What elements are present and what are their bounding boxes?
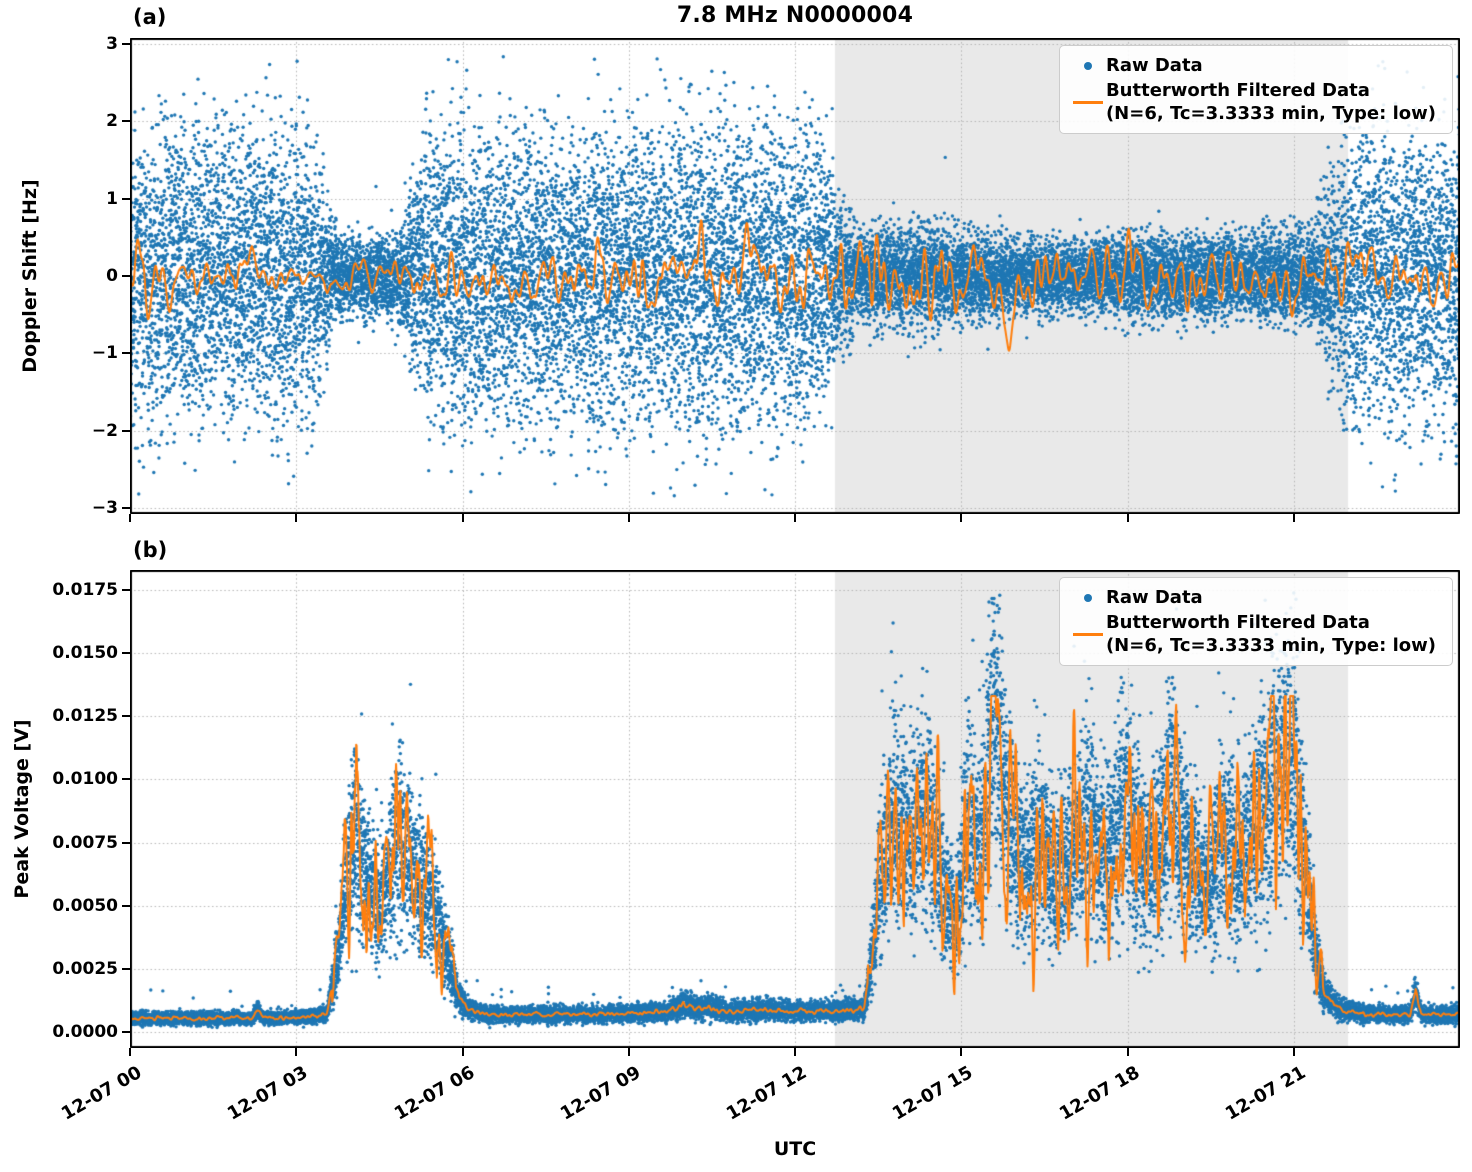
y-tick-mark [122,778,130,781]
y-tick-mark [122,1031,130,1034]
legend-marker-cell [1070,593,1106,602]
x-tick-label: 12-07 00 [58,1062,146,1125]
y-tick-label: 0.0100 [52,769,118,790]
x-tick-mark [129,514,131,522]
y-tick-label: 0.0050 [52,895,118,916]
x-tick-mark [960,514,963,522]
y-tick-label: 0.0075 [52,832,118,853]
x-tick-label: 12-07 06 [390,1062,478,1125]
legend-filtered-text: Butterworth Filtered Data (N=6, Tc=3.3333… [1106,79,1436,125]
y-tick-mark [122,904,130,907]
x-tick-mark [960,1048,963,1056]
legend-entry-raw: Raw Data [1070,54,1436,77]
x-tick-label: 12-07 12 [723,1062,811,1125]
x-tick-label: 12-07 21 [1221,1062,1310,1125]
y-tick-label: 0.0175 [52,579,118,600]
x-tick-mark [461,1048,464,1056]
legend-filtered-text: Butterworth Filtered Data (N=6, Tc=3.3333… [1106,611,1436,657]
x-tick-mark [295,1048,298,1056]
filtered-line-marker-icon [1072,100,1103,104]
y-tick-mark [122,120,130,123]
legend-raw-label: Raw Data [1105,587,1203,608]
y-tick-mark [122,715,130,718]
legend-filtered-sublabel: (N=6, Tc=3.3333 min, Type: low) [1105,635,1436,657]
legend-entry-filtered: Butterworth Filtered Data (N=6, Tc=3.3333… [1070,611,1436,657]
x-tick-mark [1292,514,1295,522]
x-tick-mark [627,514,630,522]
legend-filtered-sublabel: (N=6, Tc=3.3333 min, Type: low) [1105,103,1436,125]
x-tick-mark [1126,514,1129,522]
y-axis-label-a: Doppler Shift [Hz] [19,179,41,373]
plot-area-a: Raw Data Butterworth Filtered Data (N=6, … [130,38,1460,514]
x-tick-label: 12-07 15 [889,1062,977,1125]
legend-filtered-label: Butterworth Filtered Data [1105,80,1370,102]
y-tick-label: −2 [91,420,118,441]
panel-b-label: (b) [133,538,168,562]
raw-data-marker-icon [1083,593,1092,602]
y-tick-label: 1 [106,188,118,209]
figure-title: 7.8 MHz N0000004 [676,3,914,28]
y-tick-label: 0.0125 [52,706,118,727]
y-tick-label: 0 [106,266,118,286]
x-tick-mark [794,1048,796,1056]
x-tick-mark [129,1048,131,1056]
x-axis-label: UTC [773,1138,817,1160]
x-tick-mark [295,514,298,522]
y-tick-mark [122,352,130,355]
y-tick-label: 3 [106,34,118,55]
legend-marker-cell [1070,632,1106,636]
y-tick-mark [122,588,130,591]
legend-raw-label: Raw Data [1105,55,1203,76]
y-tick-label: 2 [106,111,118,132]
raw-data-marker-icon [1083,61,1092,70]
y-tick-label: 0.0000 [52,1022,118,1043]
legend-filtered-label: Butterworth Filtered Data [1105,612,1370,634]
y-tick-mark [122,43,130,46]
legend-marker-cell [1070,100,1106,104]
x-tick-mark [794,514,796,522]
legend-a: Raw Data Butterworth Filtered Data (N=6, … [1058,45,1453,135]
y-tick-label: 0.0150 [52,643,118,664]
panel-a-label: (a) [133,5,167,29]
x-tick-mark [627,1048,630,1056]
y-tick-mark [122,197,130,200]
y-tick-mark [122,841,130,844]
x-tick-label: 12-07 18 [1055,1062,1143,1125]
y-tick-mark [122,652,130,655]
x-tick-label: 12-07 03 [224,1062,312,1125]
x-tick-mark [1126,1048,1129,1056]
x-tick-mark [1292,1048,1295,1056]
legend-entry-raw: Raw Data [1070,586,1436,609]
legend-b: Raw Data Butterworth Filtered Data (N=6, … [1058,577,1453,667]
legend-entry-filtered: Butterworth Filtered Data (N=6, Tc=3.3333… [1070,79,1436,125]
y-tick-mark [122,967,130,970]
x-tick-mark [461,514,464,522]
y-tick-label: −3 [91,497,118,518]
y-tick-label: 0.0025 [52,958,118,979]
x-tick-label: 12-07 09 [556,1062,645,1125]
legend-marker-cell [1070,61,1106,70]
y-tick-mark [122,429,130,432]
plot-area-b: Raw Data Butterworth Filtered Data (N=6, … [130,570,1460,1048]
y-axis-label-b: Peak Voltage [V] [11,719,33,899]
filtered-line-marker-icon [1072,632,1103,636]
y-tick-mark [122,275,130,277]
y-tick-label: −1 [91,343,118,364]
y-tick-mark [122,506,130,509]
